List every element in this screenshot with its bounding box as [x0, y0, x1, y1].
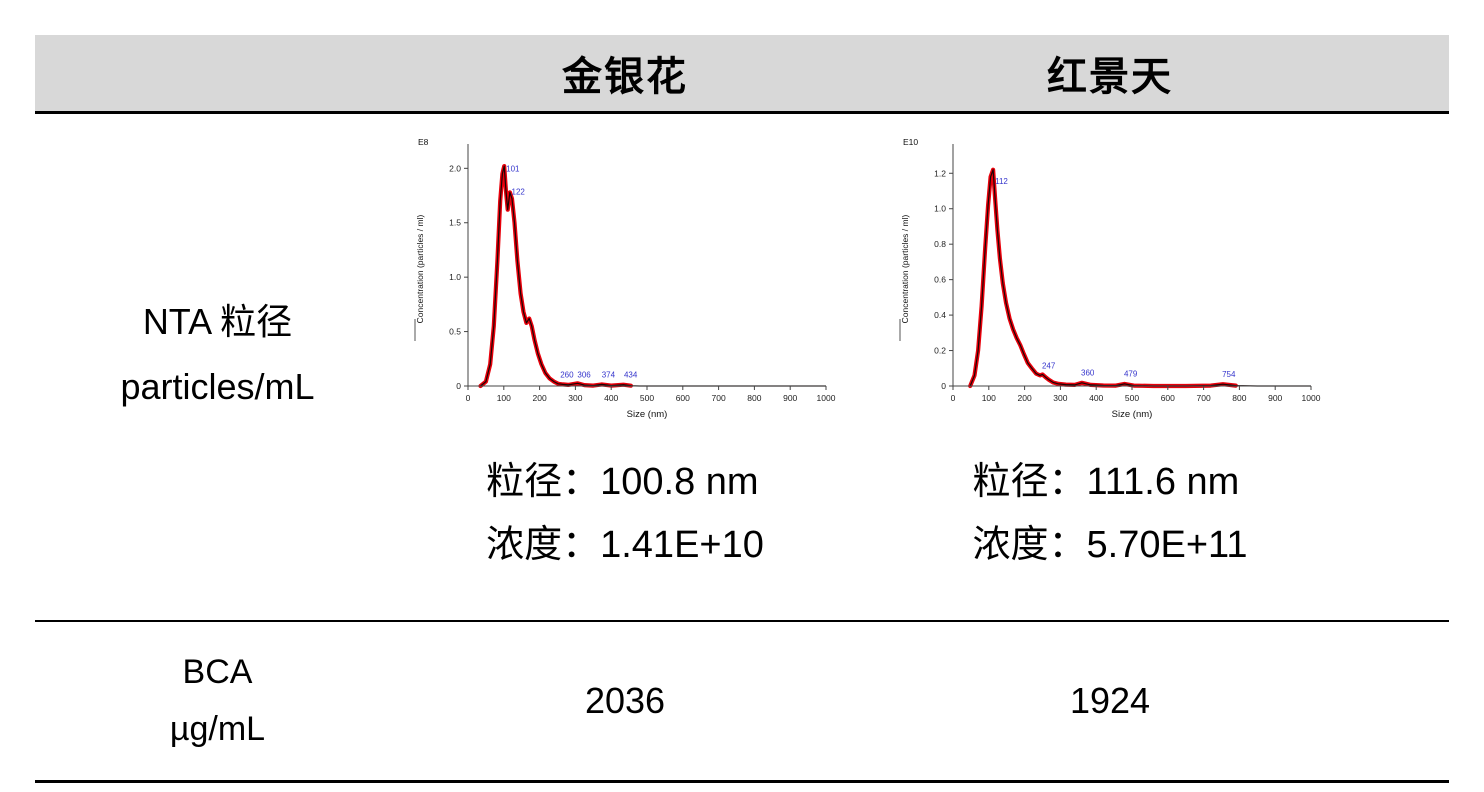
- svg-text:374: 374: [602, 370, 616, 379]
- nta-label-line1: NTA 粒径: [142, 301, 293, 343]
- nta-row: NTA 粒径 particles/mL 0 0.5 1.0 1.5 2.0 0 100 200…: [35, 114, 1449, 623]
- nta-cell-jinyinhua: 0 0.5 1.0 1.5 2.0 0 100 200 300 400 500 600 700 800 90…: [400, 134, 850, 576]
- svg-text:Concentration (particles / ml): Concentration (particles / ml): [900, 215, 910, 324]
- svg-text:E8: E8: [418, 137, 429, 147]
- bca-value-hongjingtian: 1924: [1069, 680, 1151, 722]
- svg-text:1000: 1000: [1302, 393, 1321, 403]
- svg-text:100: 100: [497, 393, 511, 403]
- svg-text:1.0: 1.0: [934, 204, 946, 214]
- nta-size-hongjingtian: 粒径：111.6 nm: [972, 461, 1240, 503]
- svg-text:1.2: 1.2: [934, 168, 946, 178]
- bca-row: BCA µg/mL 2036 1924: [35, 622, 1449, 784]
- svg-text:112: 112: [995, 177, 1008, 186]
- svg-text:260: 260: [560, 370, 574, 379]
- svg-text:500: 500: [640, 393, 654, 403]
- bca-label-line1: BCA: [182, 652, 253, 691]
- nta-filler-cell: [1370, 134, 1449, 576]
- bca-label-line2: µg/mL: [169, 710, 266, 749]
- svg-text:101: 101: [506, 165, 520, 174]
- svg-text:300: 300: [568, 393, 582, 403]
- svg-text:122: 122: [512, 187, 526, 196]
- header-cell-hongjingtian: 红景天: [1047, 55, 1173, 99]
- nta-cell-hongjingtian: 0 0.2 0.4 0.6 0.8 1.0 1.2 0 100 200 300 400 500 600 70…: [850, 134, 1370, 576]
- svg-text:0.2: 0.2: [934, 346, 946, 356]
- svg-text:0: 0: [466, 393, 471, 403]
- svg-text:754: 754: [1222, 370, 1236, 379]
- bca-row-label: BCA µg/mL: [35, 644, 400, 760]
- svg-text:900: 900: [783, 393, 797, 403]
- comparison-table: 金银花 红景天 NTA 粒径 particles/mL 0 0.5 1.0 1.5 2.…: [35, 35, 1449, 784]
- header-cell-jinyinhua: 金银花: [562, 55, 688, 99]
- svg-text:600: 600: [676, 393, 690, 403]
- nta-conc-hongjingtian: 浓度：5.70E+11: [972, 523, 1248, 566]
- svg-text:0: 0: [951, 393, 956, 403]
- svg-text:360: 360: [1081, 368, 1095, 377]
- nta-row-label: NTA 粒径 particles/mL: [35, 134, 400, 576]
- nta-chart-hongjingtian: 0 0.2 0.4 0.6 0.8 1.0 1.2 0 100 200 300 400 500 600 70…: [895, 134, 1325, 439]
- svg-text:200: 200: [533, 393, 547, 403]
- bca-value-jinyinhua: 2036: [584, 680, 666, 722]
- svg-text:1000: 1000: [817, 393, 836, 403]
- svg-text:0: 0: [456, 381, 461, 391]
- svg-text:Size (nm): Size (nm): [627, 409, 668, 420]
- nta-chart-jinyinhua: 0 0.5 1.0 1.5 2.0 0 100 200 300 400 500 600 700 800 90…: [410, 134, 840, 439]
- svg-text:200: 200: [1018, 393, 1032, 403]
- svg-text:100: 100: [982, 393, 996, 403]
- svg-text:800: 800: [747, 393, 761, 403]
- svg-text:600: 600: [1161, 393, 1175, 403]
- svg-text:1.5: 1.5: [449, 218, 461, 228]
- nta-metrics-jinyinhua: 粒径：100.8 nm 浓度：1.41E+10: [486, 451, 764, 576]
- svg-text:700: 700: [712, 393, 726, 403]
- svg-text:900: 900: [1268, 393, 1282, 403]
- svg-text:0.6: 0.6: [934, 275, 946, 285]
- nta-conc-jinyinhua: 浓度：1.41E+10: [486, 523, 764, 566]
- header-row: 金银花 红景天: [35, 35, 1449, 114]
- svg-text:0.8: 0.8: [934, 239, 946, 249]
- svg-text:300: 300: [1053, 393, 1067, 403]
- svg-text:434: 434: [624, 370, 638, 379]
- svg-text:500: 500: [1125, 393, 1139, 403]
- svg-text:0: 0: [941, 381, 946, 391]
- svg-text:400: 400: [1089, 393, 1103, 403]
- svg-text:800: 800: [1232, 393, 1246, 403]
- svg-text:0.5: 0.5: [449, 327, 461, 337]
- svg-text:700: 700: [1197, 393, 1211, 403]
- svg-text:247: 247: [1042, 361, 1056, 370]
- nta-label-line2: particles/mL: [120, 366, 315, 408]
- svg-text:E10: E10: [903, 137, 918, 147]
- svg-text:1.0: 1.0: [449, 272, 461, 282]
- svg-text:400: 400: [604, 393, 618, 403]
- svg-text:479: 479: [1124, 369, 1138, 378]
- svg-text:Concentration (particles / ml): Concentration (particles / ml): [415, 215, 425, 324]
- nta-size-jinyinhua: 粒径：100.8 nm: [486, 461, 759, 503]
- svg-text:306: 306: [577, 370, 591, 379]
- svg-text:Size (nm): Size (nm): [1112, 409, 1153, 420]
- svg-text:0.4: 0.4: [934, 310, 946, 320]
- nta-metrics-hongjingtian: 粒径：111.6 nm 浓度：5.70E+11: [973, 451, 1248, 576]
- svg-text:2.0: 2.0: [449, 163, 461, 173]
